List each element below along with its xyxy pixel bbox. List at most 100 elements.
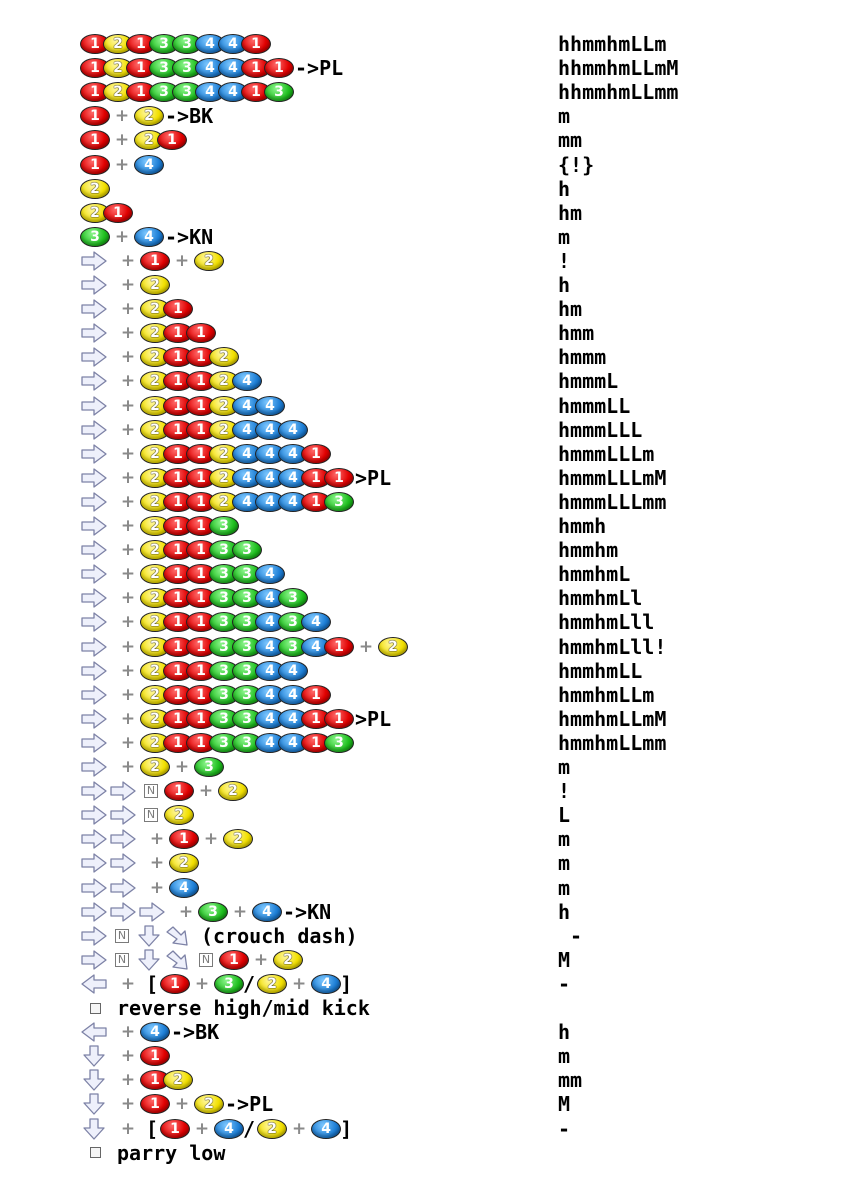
plus-icon: +: [120, 1094, 136, 1115]
button-4-icon: 4: [232, 395, 262, 416]
command-text: ->BK: [165, 104, 214, 129]
arrow-right-icon: [81, 251, 107, 271]
arrow-down-icon: [83, 1045, 105, 1067]
move-row: 1 +2 ->BK m: [80, 104, 820, 128]
plus-icon: +: [114, 130, 130, 151]
plus-icon: +: [149, 877, 165, 898]
hit-level: hhmmhmLLm: [558, 32, 667, 56]
plus-icon: +: [149, 829, 165, 850]
plus-icon: +: [120, 323, 136, 344]
hit-level: hmmmLLLmM: [558, 465, 667, 490]
button-2-icon: 2: [194, 1094, 224, 1115]
move-row: +1 m: [80, 1044, 820, 1068]
button-3-icon: 3: [149, 34, 179, 54]
button-1-icon: 1: [80, 130, 110, 151]
button-1-icon: 1: [163, 443, 193, 464]
plus-icon: +: [120, 564, 136, 585]
plus-icon: +: [114, 154, 130, 175]
move-row: N N 1 +2 M: [80, 948, 820, 972]
move-row: +2 1 1 3 3 4 3 4 1 +2 hmmhmLll!: [80, 635, 820, 659]
button-4-icon: 4: [301, 612, 331, 633]
button-2-icon: 2: [209, 395, 239, 416]
hit-level: m: [558, 755, 571, 779]
arrow-right-icon: [81, 516, 107, 536]
plus-icon: +: [120, 588, 136, 609]
move-command: +4: [80, 876, 199, 900]
hit-level: hmmhmLl: [558, 586, 643, 611]
hit-level: hm: [558, 200, 583, 225]
button-3-icon: 3: [209, 660, 239, 681]
button-2-icon: 2: [257, 1118, 288, 1139]
move-row: 1 +2 1 mm: [80, 128, 820, 152]
hit-level: hmmhmLll: [558, 610, 655, 635]
command-text: /: [243, 1116, 256, 1141]
arrow-right-icon: [81, 540, 107, 560]
move-command: 1 +2 ->BK: [80, 104, 213, 128]
button-4-icon: 4: [252, 901, 282, 922]
move-command: +2 1 1 2: [80, 345, 239, 369]
move-row: +2 1 1 3 3 4 4 1 3 hmmhmLLmm: [80, 731, 820, 755]
arrow-right-icon: [81, 612, 107, 633]
move-command: 1 +4: [80, 153, 164, 177]
arrow-right-icon: [81, 299, 107, 319]
move-row: parry low: [80, 1141, 820, 1165]
arrow-right-icon: [81, 419, 107, 440]
plus-icon: +: [120, 1022, 136, 1043]
arrow-right-icon: [81, 347, 107, 367]
move-command: +1: [80, 1044, 170, 1068]
command-text: (crouch dash): [201, 923, 358, 948]
plus-icon: +: [358, 636, 374, 657]
move-command: +2 1 1 2 4: [80, 369, 262, 393]
hit-level: h: [558, 899, 571, 924]
move-row: +2 h: [80, 273, 820, 297]
button-2-icon: 2: [223, 829, 253, 850]
plus-icon: +: [120, 1118, 136, 1139]
hit-level: hmmmLLLm: [558, 441, 655, 466]
button-1-icon: 1: [160, 1118, 191, 1139]
move-row: +[1 +4/2 +4] -: [80, 1117, 820, 1141]
arrow-right-icon: [81, 853, 107, 874]
hit-level: hmmhm: [558, 538, 619, 563]
button-1-icon: 1: [186, 732, 216, 753]
arrow-right-icon: [81, 950, 107, 970]
hit-level: m: [558, 827, 571, 852]
button-2-icon: 2: [80, 202, 110, 223]
move-row: 1 2 1 3 3 4 4 1 hhmmhmLLm: [80, 32, 820, 56]
plus-icon: +: [178, 901, 194, 922]
command-text: /: [243, 971, 256, 996]
plus-icon: +: [194, 1118, 210, 1139]
move-row: 1 2 1 3 3 4 4 1 1 ->PL hhmmhmLLmM: [80, 56, 820, 80]
hit-level: -: [558, 923, 583, 948]
move-row: +2 1 1 2 4 4 4 hmmmLLL: [80, 418, 820, 442]
move-command: +2: [80, 273, 170, 297]
button-2-icon: 2: [140, 757, 170, 777]
button-4-icon: 4: [134, 226, 164, 247]
button-3-icon: 3: [232, 684, 262, 705]
arrow-right-icon: [81, 395, 107, 416]
plus-icon: +: [174, 757, 190, 777]
command-text: >PL: [355, 706, 392, 731]
arrow-right-icon: [81, 275, 107, 295]
button-2-icon: 2: [134, 130, 164, 151]
move-command: 2: [80, 177, 110, 201]
hit-level: hmmhmLLm: [558, 682, 655, 707]
arrow-down-icon: [138, 949, 160, 971]
button-3-icon: 3: [232, 588, 262, 609]
move-row: +2 1 1 3 3 4 hmmhmL: [80, 562, 820, 586]
button-1-icon: 1: [301, 443, 331, 464]
button-1-icon: 1: [324, 636, 354, 657]
button-1-icon: 1: [157, 130, 187, 151]
hit-level: hmmhmLLmm: [558, 730, 667, 755]
button-2-icon: 2: [163, 1070, 193, 1091]
arrow-right-icon: [81, 757, 107, 777]
move-row: +1 2 mm: [80, 1068, 820, 1092]
arrow-right-icon: [81, 926, 107, 946]
move-row: +2 +3 m: [80, 755, 820, 779]
move-row: reverse high/mid kick: [80, 996, 820, 1020]
move-command: +2 1 1 3 3 4 4 1 1 >PL: [80, 707, 391, 731]
move-command: 1 2 1 3 3 4 4 1 1 ->PL: [80, 56, 343, 80]
button-2-icon: 2: [140, 299, 170, 320]
hit-level: hmm: [558, 321, 595, 346]
button-2-icon: 2: [209, 419, 239, 440]
